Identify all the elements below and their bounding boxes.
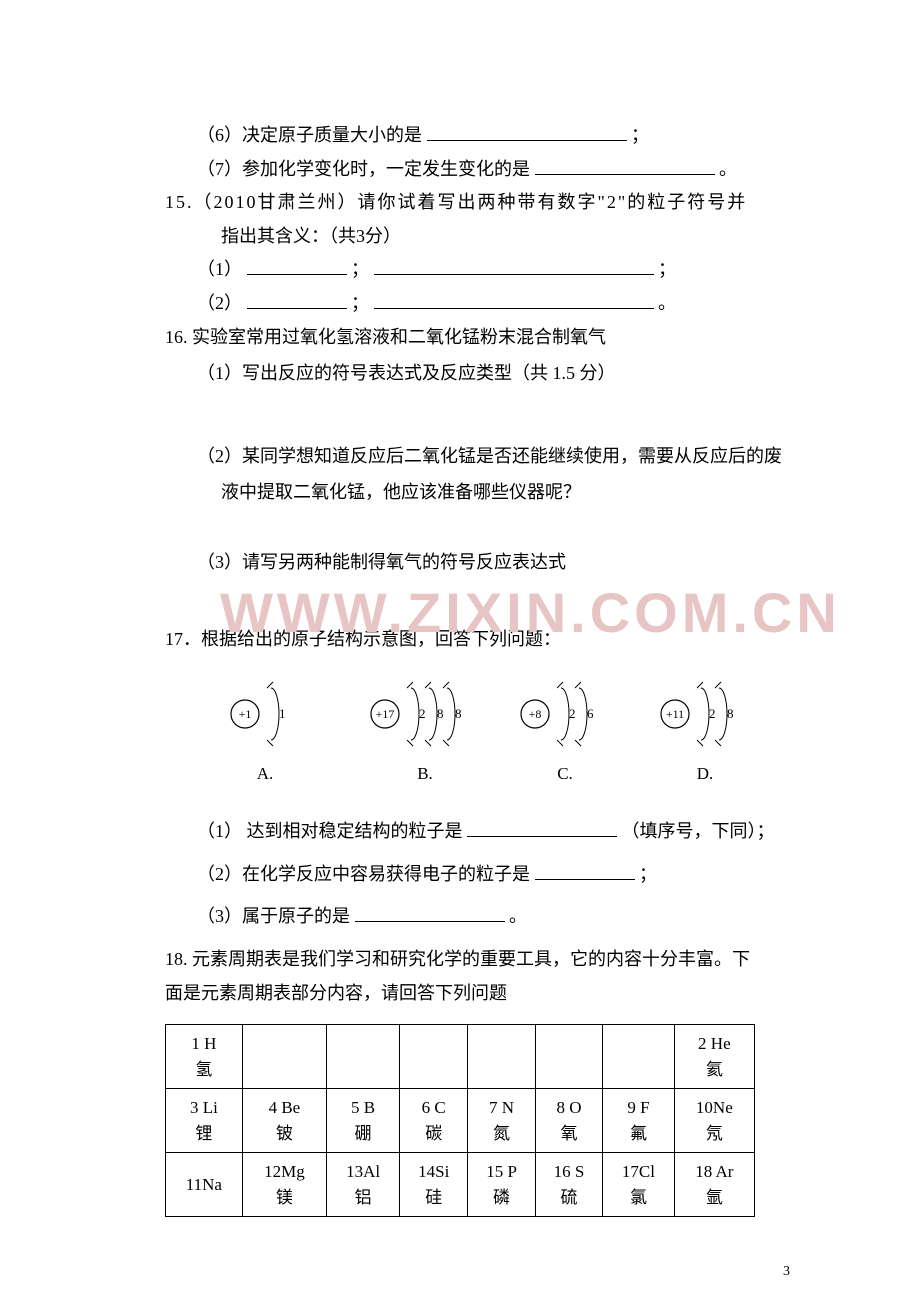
svg-text:2: 2	[419, 706, 426, 721]
svg-text:1: 1	[279, 706, 286, 721]
q14-item6: （6）决定原子质量大小的是 ；	[165, 120, 760, 151]
table-cell: 14Si硅	[400, 1153, 468, 1217]
semicolon: ；	[658, 259, 676, 279]
q14-item6-text: （6）决定原子质量大小的是	[197, 125, 422, 145]
atom-diagram: +17288B.	[365, 674, 485, 784]
svg-text:+11: +11	[666, 707, 684, 721]
svg-text:8: 8	[437, 706, 444, 721]
blank	[247, 291, 347, 309]
table-cell	[400, 1025, 468, 1089]
table-cell: 10Ne氖	[674, 1089, 754, 1153]
atom-diagram: +1128D.	[655, 674, 755, 784]
q17-p3b: 。	[509, 906, 527, 926]
period: 。	[658, 293, 676, 313]
q14-item7-after: 。	[719, 159, 737, 179]
q15-i1: （1） ； ；	[165, 254, 760, 285]
q15-i2: （2） ； 。	[165, 288, 760, 319]
watermark: WWW.ZIXIN.COM.CN	[220, 580, 841, 645]
table-cell: 7 N氮	[468, 1089, 535, 1153]
svg-text:6: 6	[587, 706, 594, 721]
q16-stem: 16. 实验室常用过氧化氢溶液和二氧化锰粉末混合制氧气	[165, 322, 760, 353]
blank	[535, 862, 635, 880]
table-row: 11Na12Mg镁13Al铝14Si硅15 P磷16 S硫17Cl氯18 Ar氩	[166, 1153, 755, 1217]
table-cell: 13Al铝	[327, 1153, 400, 1217]
q14-item6-after: ；	[631, 125, 649, 145]
q16-p2b: 液中提取二氧化锰，他应该准备哪些仪器呢？	[165, 477, 760, 508]
table-cell: 12Mg镁	[242, 1153, 326, 1217]
svg-text:2: 2	[569, 706, 576, 721]
table-cell	[603, 1025, 674, 1089]
q14-item7-text: （7）参加化学变化时，一定发生变化的是	[197, 159, 530, 179]
atom-label: A.	[257, 760, 274, 789]
svg-text:+8: +8	[529, 707, 542, 721]
table-cell	[242, 1025, 326, 1089]
q17-p1a: （1） 达到相对稳定结构的粒子是	[197, 821, 463, 841]
atom-label: D.	[697, 760, 714, 789]
table-cell: 5 B硼	[327, 1089, 400, 1153]
semicolon: ；	[351, 259, 369, 279]
blank	[355, 904, 505, 922]
svg-text:2: 2	[709, 706, 716, 721]
table-row: 3 Li锂4 Be铍5 B硼6 C碳7 N氮8 O氧9 F氟10Ne氖	[166, 1089, 755, 1153]
table-cell	[468, 1025, 535, 1089]
table-cell: 11Na	[166, 1153, 243, 1217]
blank	[247, 257, 347, 275]
table-cell: 15 P磷	[468, 1153, 535, 1217]
q16-p1: （1）写出反应的符号表达式及反应类型（共 1.5 分）	[165, 358, 760, 389]
q17-p1: （1） 达到相对稳定结构的粒子是 （填序号，下同）；	[165, 816, 760, 847]
periodic-table: 1 H氢 2 He氦3 Li锂4 Be铍5 B硼6 C碳7 N氮8 O氧9 F氟…	[165, 1024, 755, 1217]
q18-stem2: 面是元素周期表部分内容，请回答下列问题	[165, 978, 760, 1009]
table-cell: 8 O氧	[535, 1089, 602, 1153]
table-cell: 4 Be铍	[242, 1089, 326, 1153]
q18-stem1: 18. 元素周期表是我们学习和研究化学的重要工具，它的内容十分丰富。下	[165, 944, 760, 975]
svg-text:8: 8	[455, 706, 462, 721]
svg-text:8: 8	[727, 706, 734, 721]
periodic-table-wrap: 1 H氢 2 He氦3 Li锂4 Be铍5 B硼6 C碳7 N氮8 O氧9 F氟…	[165, 1024, 760, 1217]
q17-p1b: （填序号，下同）；	[622, 821, 775, 841]
blank	[467, 819, 617, 837]
table-cell: 18 Ar氩	[674, 1153, 754, 1217]
blank	[374, 291, 654, 309]
table-cell: 17Cl氯	[603, 1153, 674, 1217]
q15-i2-label: （2）	[197, 293, 242, 313]
table-cell: 16 S硫	[535, 1153, 602, 1217]
q17-p3: （3）属于原子的是 。	[165, 901, 760, 932]
q15-stem2: 指出其含义：（共3分）	[165, 221, 760, 252]
atom-diagram: +826C.	[515, 674, 615, 784]
atom-label: B.	[417, 760, 433, 789]
q15-stem: 15.（2010甘肃兰州）请你试着写出两种带有数字"2"的粒子符号并	[165, 187, 760, 218]
q17-p2a: （2）在化学反应中容易获得电子的粒子是	[197, 864, 530, 884]
page-number: 3	[783, 1264, 790, 1280]
atom-label: C.	[557, 760, 573, 789]
table-cell: 9 F氟	[603, 1089, 674, 1153]
blank	[427, 123, 627, 141]
table-row: 1 H氢 2 He氦	[166, 1025, 755, 1089]
table-cell	[535, 1025, 602, 1089]
atom-diagrams: +11A.+17288B.+826C.+1128D.	[165, 674, 760, 804]
table-cell: 3 Li锂	[166, 1089, 243, 1153]
q17-p2: （2）在化学反应中容易获得电子的粒子是 ；	[165, 859, 760, 890]
q15-i1-label: （1）	[197, 259, 242, 279]
q14-item7: （7）参加化学变化时，一定发生变化的是 。	[165, 154, 760, 185]
svg-text:+17: +17	[376, 707, 395, 721]
table-cell: 2 He氦	[674, 1025, 754, 1089]
q16-p3: （3）请写另两种能制得氧气的符号反应表达式	[165, 547, 760, 578]
blank	[535, 157, 715, 175]
blank	[374, 257, 654, 275]
q17-p3a: （3）属于原子的是	[197, 906, 350, 926]
table-cell: 1 H氢	[166, 1025, 243, 1089]
table-cell	[327, 1025, 400, 1089]
semicolon: ；	[351, 293, 369, 313]
svg-text:+1: +1	[239, 707, 252, 721]
atom-diagram: +11A.	[225, 674, 305, 784]
q16-p2a: （2）某同学想知道反应后二氧化锰是否还能继续使用，需要从反应后的废	[165, 441, 760, 472]
q17-p2b: ；	[639, 864, 657, 884]
table-cell: 6 C碳	[400, 1089, 468, 1153]
